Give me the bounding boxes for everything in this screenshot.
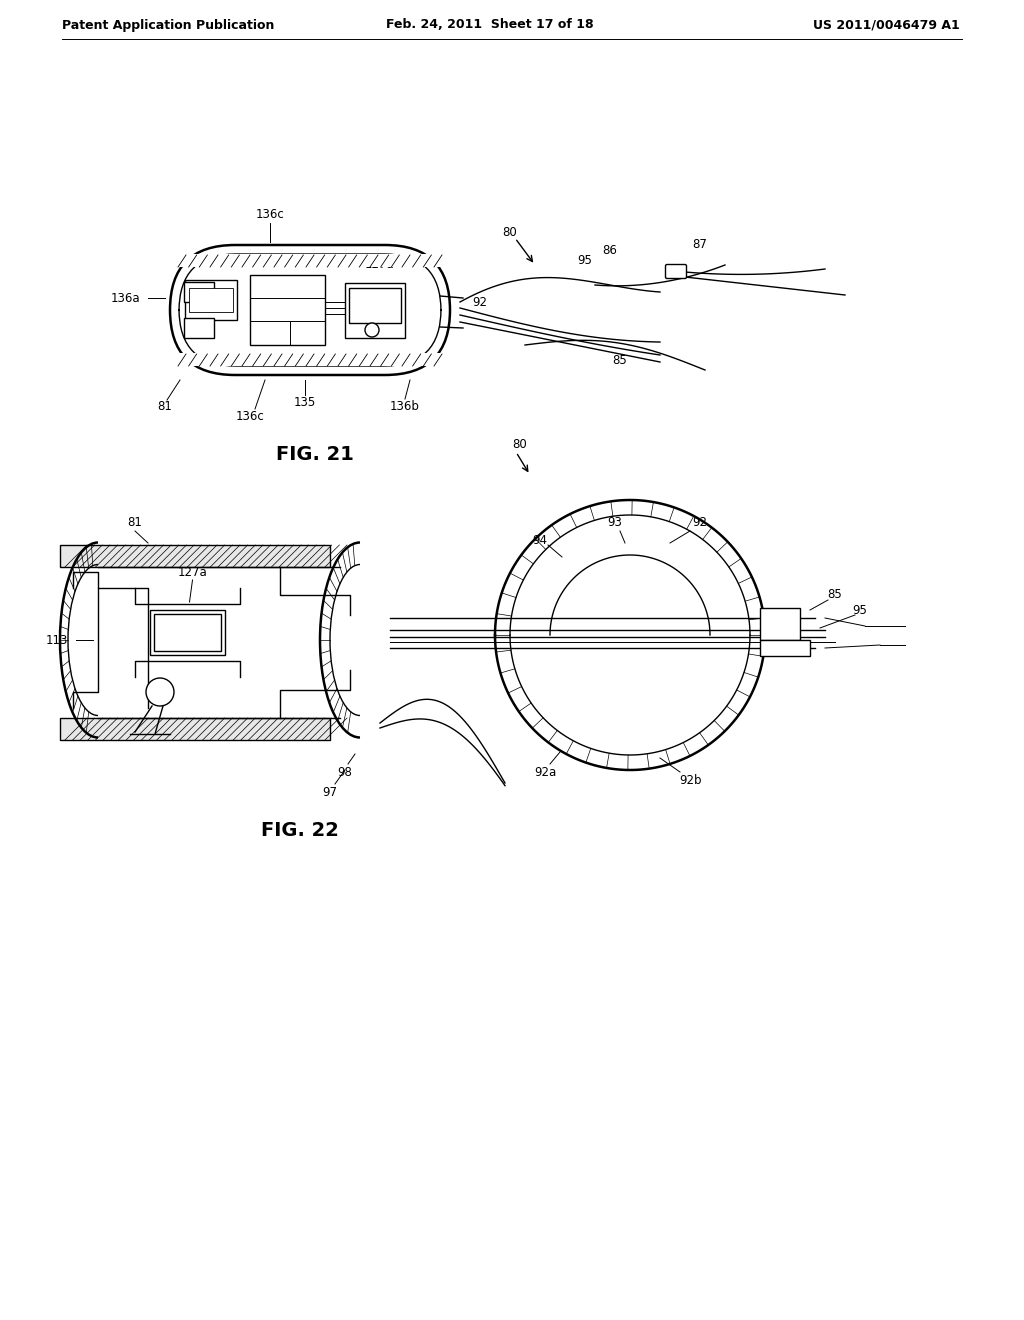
Text: 97: 97 <box>323 785 338 799</box>
Bar <box>184 318 214 338</box>
Text: 136a: 136a <box>111 292 140 305</box>
Text: 127a: 127a <box>366 259 395 272</box>
Text: 85: 85 <box>612 354 628 367</box>
Bar <box>349 288 401 323</box>
FancyBboxPatch shape <box>179 253 441 267</box>
Text: 94: 94 <box>532 533 548 546</box>
Text: 93: 93 <box>607 516 623 529</box>
Text: 85: 85 <box>827 589 843 602</box>
Text: 81: 81 <box>158 400 172 413</box>
Bar <box>760 609 800 640</box>
Bar <box>189 288 233 312</box>
Circle shape <box>365 323 379 337</box>
Text: 92a: 92a <box>534 766 556 779</box>
Bar <box>185 280 237 319</box>
Text: 80: 80 <box>503 226 517 239</box>
Text: 95: 95 <box>578 253 593 267</box>
Text: 98: 98 <box>338 766 352 779</box>
Text: 92: 92 <box>472 296 487 309</box>
FancyBboxPatch shape <box>666 264 686 279</box>
Text: FIG. 21: FIG. 21 <box>276 446 354 465</box>
Text: 135: 135 <box>294 396 316 409</box>
Text: 136c: 136c <box>236 411 264 424</box>
Text: 95: 95 <box>853 603 867 616</box>
Text: 136c: 136c <box>256 209 285 222</box>
Text: 92b: 92b <box>679 774 701 787</box>
Bar <box>250 275 325 345</box>
Text: 80: 80 <box>513 438 527 451</box>
Bar <box>760 640 810 656</box>
Bar <box>345 282 406 338</box>
Bar <box>60 718 330 741</box>
Circle shape <box>146 678 174 706</box>
Text: 87: 87 <box>692 239 708 252</box>
Text: 113: 113 <box>275 308 299 321</box>
Text: 127a: 127a <box>173 626 203 639</box>
Bar <box>150 610 225 655</box>
Text: 92: 92 <box>692 516 708 529</box>
Text: US 2011/0046479 A1: US 2011/0046479 A1 <box>813 18 961 32</box>
Text: 86: 86 <box>602 243 617 256</box>
Bar <box>60 545 330 568</box>
FancyBboxPatch shape <box>179 352 441 366</box>
FancyBboxPatch shape <box>170 246 450 375</box>
Text: 81: 81 <box>128 516 142 529</box>
Bar <box>154 614 221 651</box>
Text: 136b: 136b <box>390 400 420 413</box>
Text: Patent Application Publication: Patent Application Publication <box>62 18 274 32</box>
Text: 113: 113 <box>46 634 68 647</box>
Text: 127a: 127a <box>177 565 208 578</box>
FancyBboxPatch shape <box>179 253 441 366</box>
Bar <box>184 282 214 302</box>
Text: Feb. 24, 2011  Sheet 17 of 18: Feb. 24, 2011 Sheet 17 of 18 <box>386 18 594 32</box>
Text: 127a: 127a <box>362 301 391 310</box>
Text: FIG. 22: FIG. 22 <box>261 821 339 840</box>
